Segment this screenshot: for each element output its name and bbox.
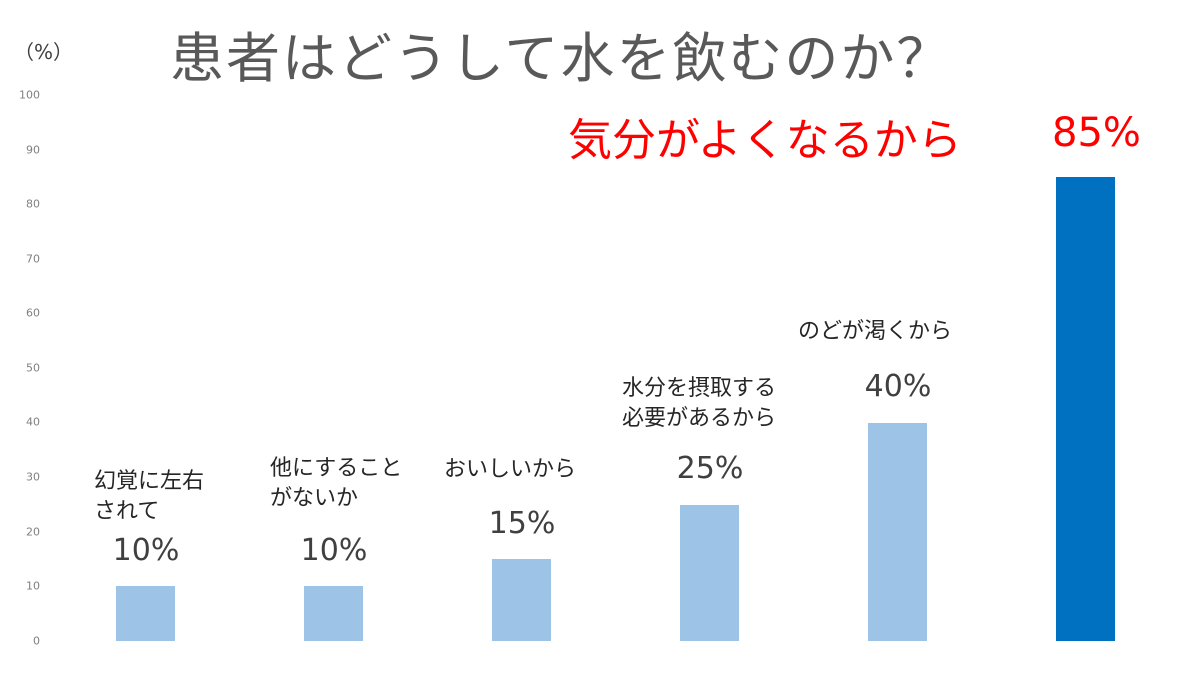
bar-label: のどが渇くから — [798, 319, 953, 344]
bar-label: 幻覚に左右 されて — [94, 469, 205, 524]
y-tick: 30 — [26, 470, 40, 484]
bar-label: 水分を摂取する 必要があるから — [622, 376, 777, 431]
y-tick: 80 — [26, 197, 40, 211]
y-tick: 10 — [26, 579, 40, 593]
bar-value-label: 10% — [300, 533, 368, 568]
bar-value-label: 10% — [112, 533, 180, 568]
bar-label: 他にすること がないか — [270, 456, 403, 511]
y-tick: 0 — [33, 634, 40, 648]
bar — [868, 422, 927, 641]
bar-value-label: 15% — [488, 506, 556, 541]
y-tick: 20 — [26, 525, 40, 539]
y-tick: 90 — [26, 143, 40, 157]
bar — [680, 504, 739, 641]
y-tick: 60 — [26, 306, 40, 320]
bar-highlight — [1056, 176, 1115, 641]
y-tick: 100 — [19, 88, 40, 102]
bar — [492, 559, 551, 641]
chart-title: 患者はどうして水を飲むのか？ — [170, 27, 953, 90]
y-tick: 70 — [26, 252, 40, 266]
y-tick: 50 — [26, 361, 40, 375]
bar — [116, 586, 175, 641]
bar-value-label: 25% — [676, 451, 744, 486]
bar-value-label: 40% — [864, 369, 932, 404]
y-tick: 40 — [26, 415, 40, 429]
bar — [304, 586, 363, 641]
highlight-label: 気分がよくなるから — [568, 115, 962, 166]
bar-label: おいしいから — [444, 457, 577, 482]
y-axis-unit: （%） — [14, 40, 74, 64]
highlight-value-label: 85% — [1052, 110, 1141, 156]
